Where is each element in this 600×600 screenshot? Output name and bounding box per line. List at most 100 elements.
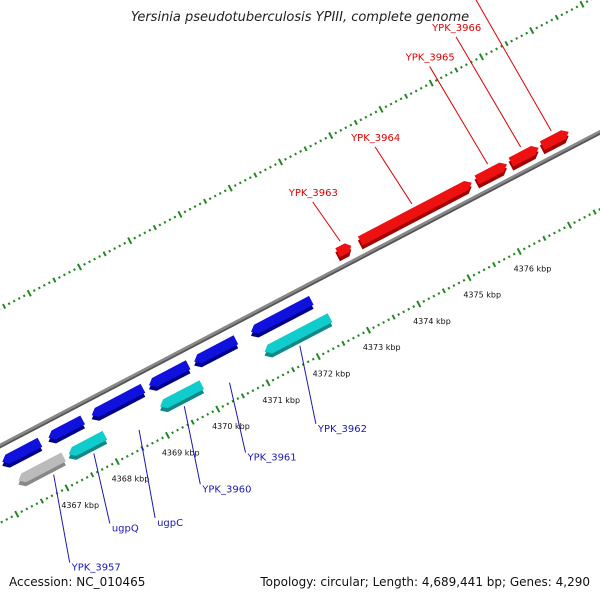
gene-labels: YPK_3963YPK_3964YPK_3965YPK_3966YPK_3967… — [53, 0, 552, 574]
scale-label-4373: 4373 kbp — [363, 343, 401, 352]
backbone-shadow — [0, 132, 600, 449]
reverse-strand-genes — [2, 295, 314, 468]
outer-tick — [334, 131, 338, 135]
outer-tick — [173, 215, 177, 219]
outer-tick — [123, 241, 127, 245]
label-leader — [475, 0, 552, 132]
outer-tick — [570, 8, 574, 11]
inner-tick — [326, 349, 330, 353]
label-leader — [455, 36, 522, 148]
outer-tick — [138, 233, 142, 237]
outer-tick — [26, 289, 32, 297]
outer-tick — [193, 205, 197, 208]
inner-tick — [402, 310, 406, 314]
outer-tick — [127, 237, 133, 245]
inner-tick — [447, 286, 451, 290]
outer-tick — [299, 149, 302, 153]
accession-text: Accession: NC_010465 — [9, 575, 146, 589]
inner-tick — [181, 426, 184, 429]
outer-tick — [394, 100, 398, 103]
outer-tick — [12, 299, 16, 303]
outer-tick — [414, 89, 418, 93]
inner-tick — [347, 339, 350, 343]
outer-tick — [102, 251, 107, 257]
inner-tick — [296, 365, 300, 369]
outer-tick — [560, 13, 564, 17]
outer-tick — [289, 155, 292, 159]
inner-tick — [231, 399, 235, 403]
outer-tick — [42, 283, 46, 287]
inner-tick — [377, 323, 380, 327]
inner-tick — [512, 252, 516, 256]
outer-tick — [454, 67, 459, 73]
inner-tick — [90, 472, 95, 478]
inner-tick — [497, 260, 501, 264]
inner-tick — [563, 226, 566, 230]
inner-tick — [432, 294, 436, 298]
gene-label-reverse: YPK_3961 — [247, 453, 297, 464]
outer-tick — [540, 23, 544, 27]
inner-tick — [39, 498, 44, 504]
inner-tick — [246, 391, 250, 395]
outer-tick — [264, 168, 267, 172]
scale-label-4371: 4371 kbp — [262, 396, 300, 405]
inner-tick — [120, 457, 124, 461]
label-leader — [312, 201, 341, 242]
forward-gene — [335, 243, 352, 258]
forward-gene — [539, 130, 569, 151]
reverse-gene — [48, 415, 85, 440]
inner-tick — [566, 221, 573, 229]
inner-tick — [331, 347, 335, 351]
outer-tick — [515, 36, 519, 40]
outer-tick — [485, 52, 488, 56]
reverse-gene — [91, 383, 146, 417]
inner-tick — [452, 284, 456, 288]
outer-tick — [188, 207, 192, 211]
inner-tick — [286, 370, 290, 374]
outer-tick — [369, 113, 373, 117]
gene-label-forward: YPK_3964 — [350, 133, 400, 144]
outer-tick — [384, 105, 388, 109]
outer-tick — [113, 247, 117, 251]
inner-tick — [311, 357, 315, 361]
reverse-strand-features — [18, 313, 333, 487]
inner-tick — [391, 314, 396, 320]
label-leader — [138, 429, 156, 518]
outer-tick — [52, 277, 57, 283]
inner-tick — [25, 507, 29, 511]
inner-tick — [110, 462, 114, 466]
inner-tick — [578, 218, 581, 222]
outer-tick — [529, 26, 535, 35]
inner-tick — [407, 307, 411, 311]
inner-tick — [365, 326, 372, 334]
inner-tick — [291, 366, 296, 373]
outer-tick — [478, 53, 484, 61]
inner-tick — [527, 244, 531, 248]
inner-tick — [135, 449, 139, 453]
inner-tick — [161, 436, 164, 440]
outer-tick — [37, 286, 41, 290]
inner-tick — [573, 221, 576, 224]
outer-tick — [579, 0, 585, 8]
outer-tick — [565, 10, 569, 14]
label-leader — [53, 474, 71, 563]
outer-tick — [238, 181, 242, 185]
outer-tick — [118, 244, 122, 248]
inner-tick — [532, 242, 536, 246]
reverse-gene — [149, 360, 191, 387]
outer-tick — [399, 97, 403, 101]
outer-tick — [550, 18, 554, 22]
inner-tick — [20, 510, 24, 513]
inner-tick — [45, 496, 49, 500]
inner-tick — [422, 299, 426, 303]
outer-tick — [359, 118, 363, 122]
inner-tick — [130, 452, 134, 456]
label-leader — [299, 345, 317, 424]
outer-tick — [419, 86, 423, 90]
outer-tick — [218, 191, 222, 195]
outer-tick — [133, 236, 137, 240]
inner-tick — [80, 478, 84, 482]
inner-tick — [171, 431, 174, 435]
outer-tick — [585, 0, 589, 4]
